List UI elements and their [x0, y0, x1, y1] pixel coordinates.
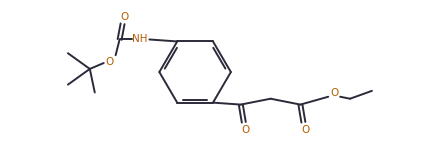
Text: O: O [301, 125, 309, 135]
Text: O: O [106, 57, 114, 67]
Text: O: O [330, 88, 338, 98]
Text: O: O [120, 12, 129, 22]
Text: NH: NH [132, 33, 147, 44]
Text: O: O [242, 125, 250, 135]
